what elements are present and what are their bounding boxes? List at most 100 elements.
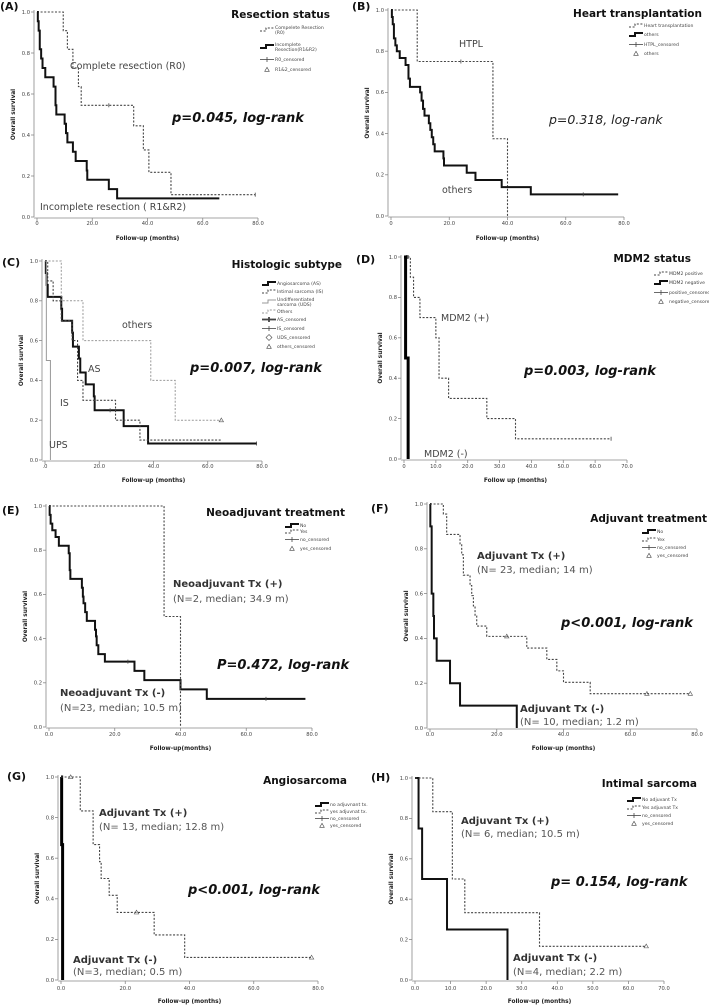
curve-annotation: Adjuvant Tx (+) [461,816,549,827]
y-tick-label: 0.0 [389,457,397,463]
y-tick-label: 1.0 [30,259,38,265]
legend-swatch [642,537,656,542]
x-tick-label: 40.0 [184,986,196,992]
legend-label: no_censored [330,816,359,822]
curve-annotation: Incomplete resection ( R1&R2) [40,202,186,213]
survival-curve-2 [61,776,312,959]
curve-annotation: (N=2, median; 34.9 m) [173,594,289,605]
x-tick-label: .0 [43,464,48,470]
legend-label: no adjuvnant tx. [330,802,368,808]
x-tick-label: 10.0 [430,464,442,470]
curve-annotation: MDM2 (+) [441,313,489,324]
x-tick-label: 0.0 [57,986,65,992]
legend-swatch [315,802,329,807]
panel-title: Adjuvant treatment [590,513,707,525]
panel-title: Intimal sarcoma [602,778,697,790]
y-axis-label: Overall survival [389,853,395,904]
legend-swatch [262,299,276,304]
y-tick-label: 0.6 [34,592,42,598]
legend: Compelete Resection(R0) IncompleteResecti… [260,25,324,73]
legend-label: Intimal sarcoma (IS) [277,289,324,295]
x-axis-label: Follow-up (months) [116,236,180,242]
km-panel-b: (B) Heart transplantation 0.0 0.2 0.4 0.6 0.8 1… [352,0,702,242]
km-panel-e: (E) Neoadjuvant treatment 0.0 0.2 0.4 0.6 0.8 1… [2,504,351,752]
legend-label: Heart transplantation [644,23,693,29]
y-tick-label: 0.4 [376,131,385,137]
x-tick-label: 40.0 [526,464,538,470]
km-panel-d: (D) MDM2 status 0.0 0.2 0.4 0.6 0.8 1.0 0 10.0 20.… [356,253,709,484]
y-tick-label: 1.0 [22,10,30,16]
curve-annotation: AS [88,364,101,375]
legend-label: others_censored [277,344,315,350]
y-axis-label: Overall survival [365,87,371,138]
curve-annotation: UPS [49,440,68,451]
legend: Angiosarcoma (AS) Intimal sarcoma (IS) Und… [262,281,324,350]
legend-label: (R0) [275,30,285,36]
legend-triangle-icon [319,822,325,828]
survival-curve-2 [404,255,410,459]
y-tick-label: 0.0 [415,726,423,732]
legend-triangle-icon [633,50,639,56]
survival-curve-1 [48,505,306,700]
x-tick-label: 0 [402,464,405,470]
curve-annotation: (N= 13, median; 12.8 m) [99,822,224,833]
y-tick-label: 0.8 [46,815,54,821]
y-tick-label: 0.4 [389,376,398,382]
x-axis-label: Follow-up (months) [476,236,540,242]
y-tick-label: 0.4 [46,897,55,903]
legend-label: others [644,51,659,57]
y-tick-label: 0.0 [400,978,408,984]
censor-mark [133,909,140,915]
curve-annotation: Adjuvant Tx (-) [73,955,157,966]
y-tick-label: 0.6 [30,338,38,344]
legend-swatch [627,805,641,810]
x-tick-label: 30.0 [494,464,506,470]
survival-curve-1 [429,503,518,728]
censor-mark [308,954,315,960]
legend-label: no_censored [300,537,329,543]
y-tick-label: 0.0 [34,725,42,731]
p-value-label: p= 0.154, log-rank [550,875,689,890]
x-tick-label: 40.0 [502,221,514,227]
x-tick-label: 40.0 [552,986,564,992]
legend-triangle-icon [289,545,295,551]
x-tick-label: 60.0 [248,986,260,992]
x-tick-label: 80.0 [256,464,268,470]
y-tick-label: 0.2 [22,174,30,180]
y-axis-label: Overall survival [404,590,410,641]
y-tick-label: 0.4 [22,133,31,139]
survival-curve-1 [37,11,256,196]
x-tick-label: 20.0 [491,732,503,738]
y-tick-label: 0.8 [376,49,384,55]
x-tick-label: 20.0 [119,986,131,992]
curve-annotation: HTPL [459,39,484,50]
legend-label: Yex [656,537,665,543]
x-tick-label: 80.0 [618,221,630,227]
x-tick-label: 20.0 [480,986,492,992]
legend-swatch [654,271,668,276]
y-tick-label: 0.2 [34,681,42,687]
survival-curve-1 [391,9,509,216]
x-tick-label: 0 [389,221,392,227]
y-tick-label: 0.0 [30,458,38,464]
legend-label: yes_censored [657,553,688,559]
y-tick-label: 0.8 [34,548,42,554]
legend-label: UDS_censored [277,335,310,341]
panel-letter: (D) [356,253,375,266]
x-tick-label: 10.0 [445,986,457,992]
censor-mark [67,774,74,779]
y-tick-label: 0.2 [415,681,423,687]
x-tick-label: 50.0 [587,986,599,992]
legend-label: negative_censored [669,299,709,305]
survival-curve-1 [60,775,65,980]
y-tick-label: 0.2 [46,937,54,943]
y-tick-label: 0.2 [30,418,38,424]
y-tick-label: 0.8 [415,547,423,553]
curve-annotation: Adjuvant Tx (-) [520,704,604,715]
legend-label: yes_censored [642,821,673,827]
y-axis-label: Overall survival [378,332,384,383]
x-tick-label: 80.0 [312,986,324,992]
p-value-label: p<0.001, log-rank [560,616,694,631]
panel-title: Angiosarcoma [263,775,347,787]
x-tick-label: 20.0 [93,464,105,470]
